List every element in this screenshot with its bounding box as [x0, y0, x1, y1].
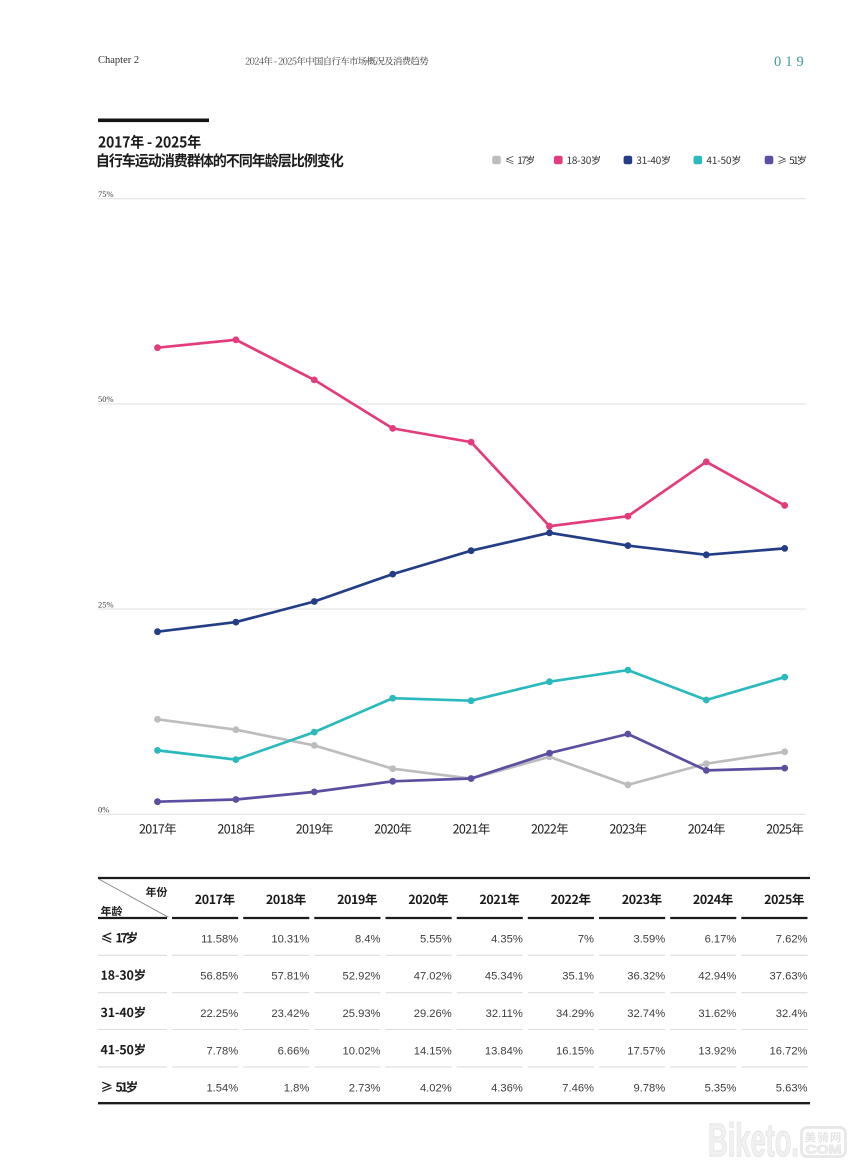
svg-text:11.58%: 11.58% — [201, 933, 238, 945]
svg-text:23.42%: 23.42% — [271, 1008, 309, 1020]
svg-text:75%: 75% — [98, 189, 114, 199]
svg-text:2.73%: 2.73% — [349, 1083, 381, 1095]
svg-text:35.1%: 35.1% — [562, 971, 594, 983]
svg-text:10.31%: 10.31% — [271, 933, 309, 945]
svg-text:7%: 7% — [578, 933, 594, 945]
svg-text:1.8%: 1.8% — [284, 1083, 310, 1095]
svg-text:5.55%: 5.55% — [420, 933, 452, 945]
svg-text:32.74%: 32.74% — [627, 1008, 665, 1020]
svg-text:25%: 25% — [98, 599, 114, 609]
svg-text:42.94%: 42.94% — [698, 971, 736, 983]
svg-text:0%: 0% — [98, 805, 109, 815]
svg-text:36.32%: 36.32% — [627, 971, 665, 983]
svg-text:6.17%: 6.17% — [705, 933, 737, 945]
svg-text:57.81%: 57.81% — [271, 971, 309, 983]
svg-text:45.34%: 45.34% — [485, 971, 523, 983]
svg-text:Chapter 2: Chapter 2 — [98, 55, 139, 66]
svg-text:1.54%: 1.54% — [206, 1083, 238, 1095]
svg-text:10.02%: 10.02% — [343, 1045, 381, 1057]
svg-text:17.57%: 17.57% — [627, 1045, 665, 1057]
svg-text:4.02%: 4.02% — [420, 1083, 452, 1095]
svg-text:32.11%: 32.11% — [486, 1008, 523, 1020]
svg-text:47.02%: 47.02% — [414, 971, 452, 983]
svg-text:16.15%: 16.15% — [556, 1045, 594, 1057]
svg-text:019: 019 — [774, 54, 808, 70]
svg-text:52.92%: 52.92% — [343, 971, 381, 983]
svg-text:3.59%: 3.59% — [633, 933, 665, 945]
svg-text:9.78%: 9.78% — [633, 1083, 665, 1095]
svg-text:22.25%: 22.25% — [200, 1008, 238, 1020]
svg-text:7.78%: 7.78% — [206, 1045, 238, 1057]
svg-text:32.4%: 32.4% — [776, 1008, 808, 1020]
svg-text:Biketo.: Biketo. — [708, 1114, 799, 1166]
svg-text:7.46%: 7.46% — [562, 1083, 594, 1095]
svg-text:COM: COM — [806, 1143, 842, 1157]
svg-text:5.35%: 5.35% — [705, 1083, 737, 1095]
svg-text:16.72%: 16.72% — [770, 1045, 808, 1057]
svg-text:56.85%: 56.85% — [200, 971, 238, 983]
svg-text:4.35%: 4.35% — [491, 933, 523, 945]
svg-text:13.84%: 13.84% — [485, 1045, 523, 1057]
svg-text:37.63%: 37.63% — [770, 971, 808, 983]
svg-text:8.4%: 8.4% — [355, 933, 381, 945]
svg-text:14.15%: 14.15% — [414, 1045, 452, 1057]
svg-text:50%: 50% — [98, 394, 114, 404]
svg-text:4.36%: 4.36% — [491, 1083, 523, 1095]
svg-text:29.26%: 29.26% — [414, 1008, 452, 1020]
svg-text:7.62%: 7.62% — [776, 933, 808, 945]
svg-text:13.92%: 13.92% — [698, 1045, 736, 1057]
svg-text:6.66%: 6.66% — [278, 1045, 310, 1057]
svg-text:34.29%: 34.29% — [556, 1008, 594, 1020]
svg-text:31.62%: 31.62% — [698, 1008, 736, 1020]
svg-text:25.93%: 25.93% — [343, 1008, 381, 1020]
svg-text:5.63%: 5.63% — [776, 1083, 808, 1095]
